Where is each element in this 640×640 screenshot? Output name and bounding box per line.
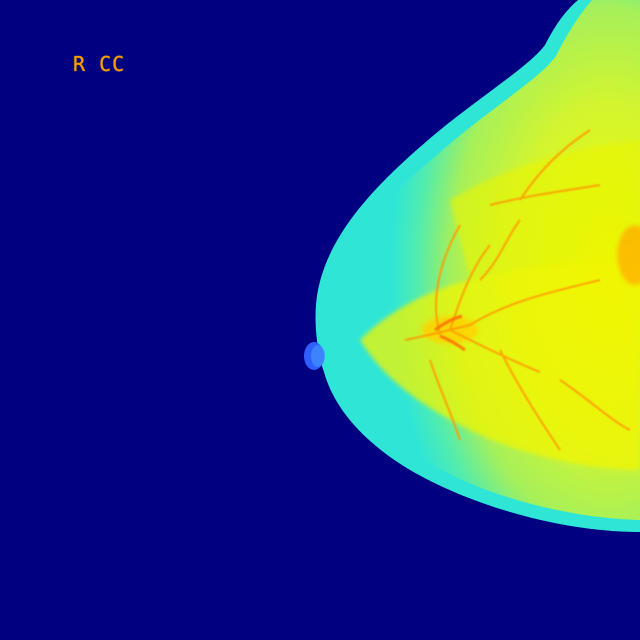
view-label: R CC	[73, 52, 126, 76]
ductal-strands	[404, 129, 631, 451]
